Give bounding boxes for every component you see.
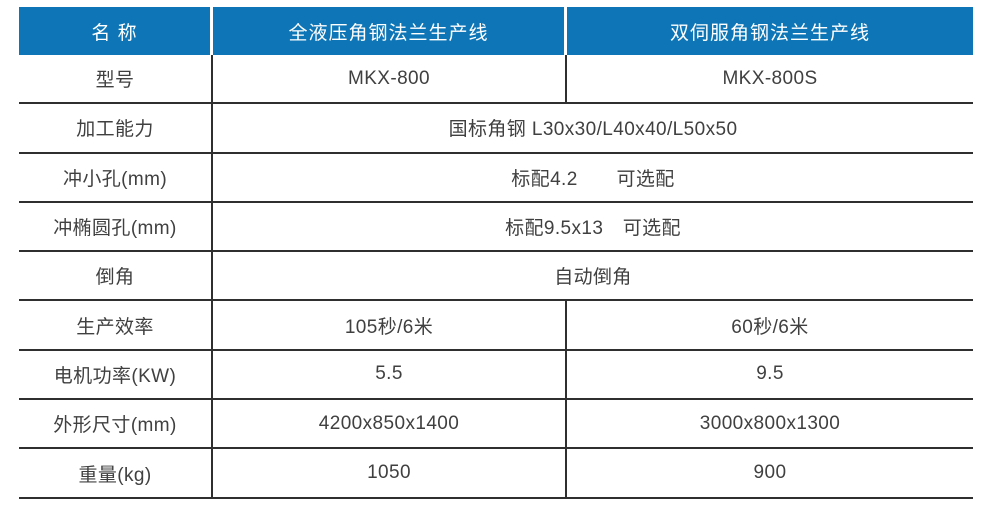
table-row-efficiency: 生产效率 105秒/6米 60秒/6米 <box>19 301 973 351</box>
header-cell-product-1: 全液压角钢法兰生产线 <box>213 7 567 55</box>
table-row-small-hole: 冲小孔(mm) 标配4.2 可选配 <box>19 153 973 203</box>
row-label: 重量(kg) <box>19 449 213 497</box>
row-value-span: 国标角钢 L30x30/L40x40/L50x50 <box>448 119 738 141</box>
row-label: 冲椭圆孔(mm) <box>19 202 213 251</box>
row-value-2: MKX-800S <box>722 67 818 89</box>
row-label: 加工能力 <box>19 104 213 152</box>
row-value-2: 60秒/6米 <box>731 316 809 338</box>
table-row-dimensions: 外形尺寸(mm) 4200x850x1400 3000x800x1300 <box>19 400 973 450</box>
row-value-2: 3000x800x1300 <box>699 412 841 434</box>
header-cell-product-2: 双伺服角钢法兰生产线 <box>567 7 973 55</box>
row-label: 冲小孔(mm) <box>19 153 213 201</box>
header-cell-name: 名 称 <box>19 7 213 55</box>
row-label: 外形尺寸(mm) <box>19 400 213 448</box>
table-row-chamfer: 倒角 自动倒角 <box>19 252 973 302</box>
table-row-capacity: 加工能力 国标角钢 L30x30/L40x40/L50x50 <box>19 104 973 154</box>
table-row-oval-hole: 冲椭圆孔(mm) 标配9.5x13 可选配 <box>19 202 973 253</box>
row-value-span: 标配9.5x13 可选配 <box>505 218 681 240</box>
row-value-span: 自动倒角 <box>554 267 632 289</box>
spec-table: 名 称 全液压角钢法兰生产线 双伺服角钢法兰生产线 型号 MKX-800 MKX… <box>19 7 973 499</box>
row-value-1: 5.5 <box>213 350 567 399</box>
table-row-motor-power: 电机功率(KW) 5.5 9.5 <box>19 350 973 401</box>
row-value-2: 900 <box>753 462 787 484</box>
row-value-1: MKX-800 <box>213 55 567 103</box>
row-label: 型号 <box>19 55 213 103</box>
row-label: 生产效率 <box>19 301 213 349</box>
table-header-row: 名 称 全液压角钢法兰生产线 双伺服角钢法兰生产线 <box>19 7 973 55</box>
row-label: 电机功率(KW) <box>19 350 213 399</box>
row-value-1: 1050 <box>213 449 567 497</box>
row-label: 倒角 <box>19 252 213 300</box>
table-row-weight: 重量(kg) 1050 900 <box>19 449 973 499</box>
row-value-1: 105秒/6米 <box>213 301 567 349</box>
table-row-model: 型号 MKX-800 MKX-800S <box>19 55 973 105</box>
row-value-1: 4200x850x1400 <box>213 400 567 448</box>
row-value-span: 标配4.2 可选配 <box>511 168 675 190</box>
row-value-2: 9.5 <box>756 363 784 385</box>
